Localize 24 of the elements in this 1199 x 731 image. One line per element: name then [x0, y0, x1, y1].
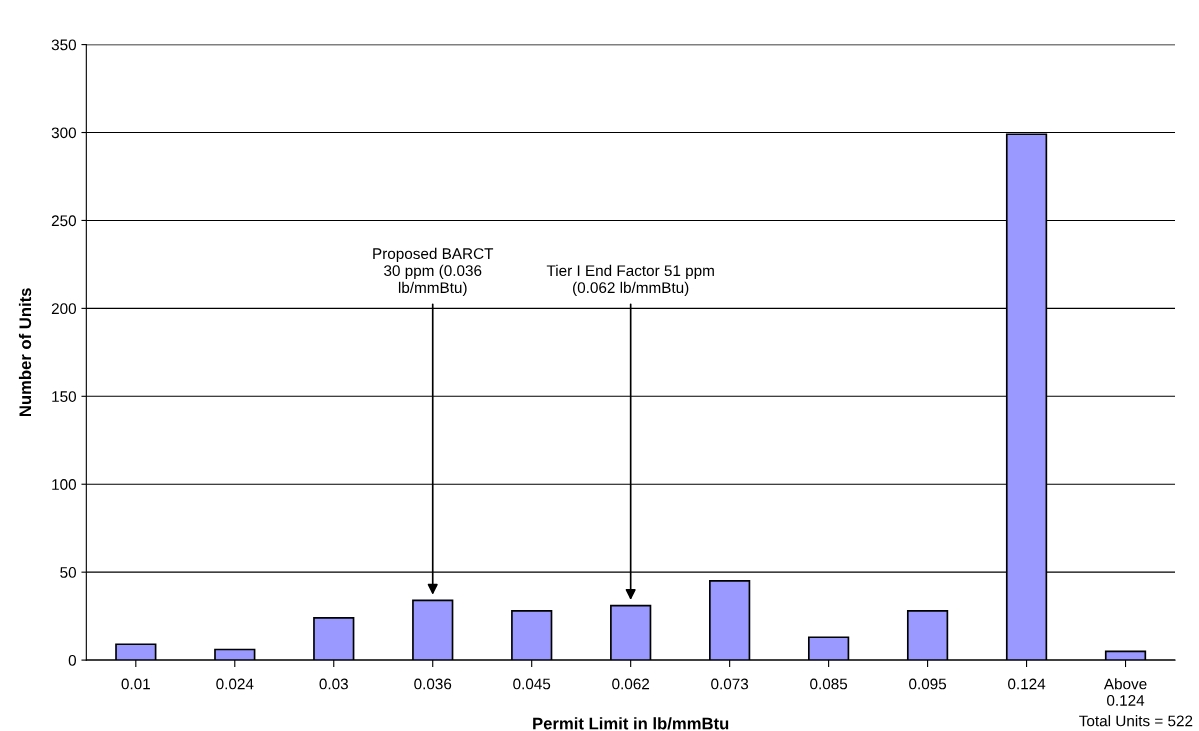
y-tick-label: 350: [51, 39, 77, 51]
text: Total Units = 522: [1079, 715, 1193, 727]
x-tick-label: Above 0.124: [1103, 678, 1147, 706]
x-tick-label: 0.062: [612, 678, 650, 690]
y-tick-label: 300: [51, 127, 77, 139]
annotation: Tier I End Factor 51 ppm (0.062 lb/mmBtu): [546, 264, 714, 297]
x-tick-label: 0.01: [121, 678, 150, 690]
x-tick-label: 0.045: [513, 678, 551, 690]
x-tick-label: 0.124: [1008, 678, 1046, 690]
y-tick-label: 100: [52, 479, 77, 490]
x-tick-label: 0.024: [216, 678, 254, 690]
y-tick-label: 250: [51, 215, 77, 227]
y-tick-label: 50: [60, 567, 77, 578]
x-tick-label: 0.03: [319, 678, 348, 690]
x-tick-label: 0.085: [810, 678, 848, 690]
x-axis-title: Permit Limit in lb/mmBtu: [533, 717, 729, 730]
x-tick-label: 0.036: [414, 678, 452, 690]
y-axis-title: Number of Units: [18, 288, 32, 417]
y-tick-label: 150: [52, 391, 77, 402]
y-tick-label: 200: [51, 303, 77, 315]
y-tick-label: 0: [68, 654, 77, 666]
x-tick-label: 0.073: [711, 678, 749, 690]
annotation: Proposed BARCT 30 ppm (0.036 lb/mmBtu): [373, 247, 494, 297]
x-tick-label: 0.095: [909, 678, 947, 690]
